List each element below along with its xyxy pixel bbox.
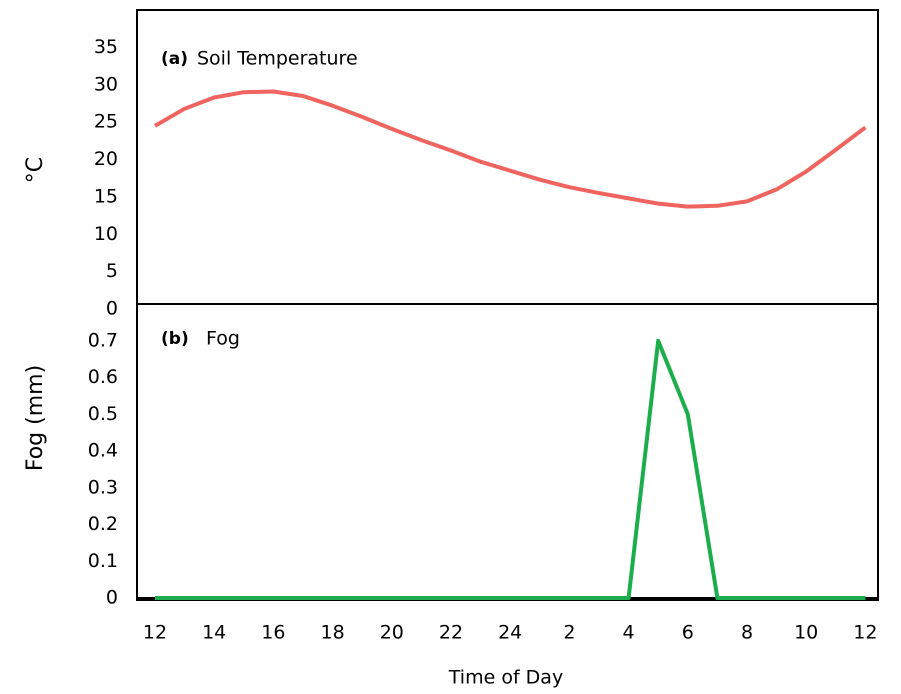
x-tick-label: 10 <box>794 622 818 644</box>
x-tick-label: 14 <box>202 622 226 644</box>
y-tick-label: 35 <box>94 36 118 58</box>
y-tick-label: 5 <box>106 260 118 282</box>
y-tick-label: 0.6 <box>88 366 118 388</box>
panel-title: Fog <box>206 328 240 350</box>
panel-label: (a) <box>161 49 188 69</box>
x-tick-label: 4 <box>623 622 635 644</box>
x-tick-label: 12 <box>143 622 167 644</box>
y-tick-label: 0.3 <box>88 476 118 498</box>
y-tick-label: 0 <box>106 587 118 609</box>
data-line <box>155 338 866 600</box>
panel-title: Soil Temperature <box>197 48 358 70</box>
data-line <box>153 89 867 209</box>
y-tick-label: 0.1 <box>88 550 118 572</box>
x-axis-label: Time of Day <box>448 667 563 689</box>
x-tick-label: 6 <box>682 622 694 644</box>
y-tick-label: 25 <box>94 111 118 133</box>
x-tick-label: 18 <box>321 622 345 644</box>
x-tick-label: 12 <box>853 622 877 644</box>
y-tick-label: 20 <box>94 148 118 170</box>
y-tick-label: 0.4 <box>88 440 118 462</box>
x-tick-label: 20 <box>380 622 404 644</box>
y-axis-label: Fog (mm) <box>23 365 48 471</box>
x-tick-label: 16 <box>261 622 285 644</box>
y-tick-label: 0.7 <box>88 329 118 351</box>
x-tick-label: 22 <box>439 622 463 644</box>
y-tick-label: 0.5 <box>88 403 118 425</box>
y-tick-label: 10 <box>94 223 118 245</box>
y-tick-label: 15 <box>94 185 118 207</box>
y-axis-label: °C <box>23 157 48 183</box>
y-tick-label: 0.2 <box>88 513 118 535</box>
x-tick-label: 2 <box>563 622 575 644</box>
y-tick-label: 0 <box>106 298 118 320</box>
x-tick-label: 24 <box>498 622 522 644</box>
panel-label: (b) <box>161 329 189 349</box>
y-tick-label: 30 <box>94 73 118 95</box>
x-tick-label: 8 <box>741 622 753 644</box>
